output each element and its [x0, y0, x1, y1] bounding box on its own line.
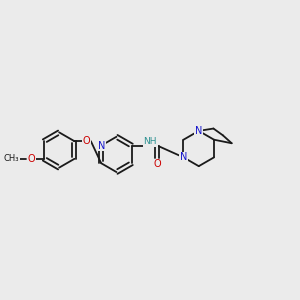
Text: CH₃: CH₃: [4, 154, 19, 163]
Text: O: O: [154, 159, 161, 170]
Text: N: N: [195, 126, 202, 136]
Text: N: N: [180, 152, 187, 162]
Text: NH: NH: [143, 137, 157, 146]
Text: O: O: [27, 154, 35, 164]
Text: O: O: [83, 136, 91, 146]
Text: N: N: [98, 141, 105, 151]
